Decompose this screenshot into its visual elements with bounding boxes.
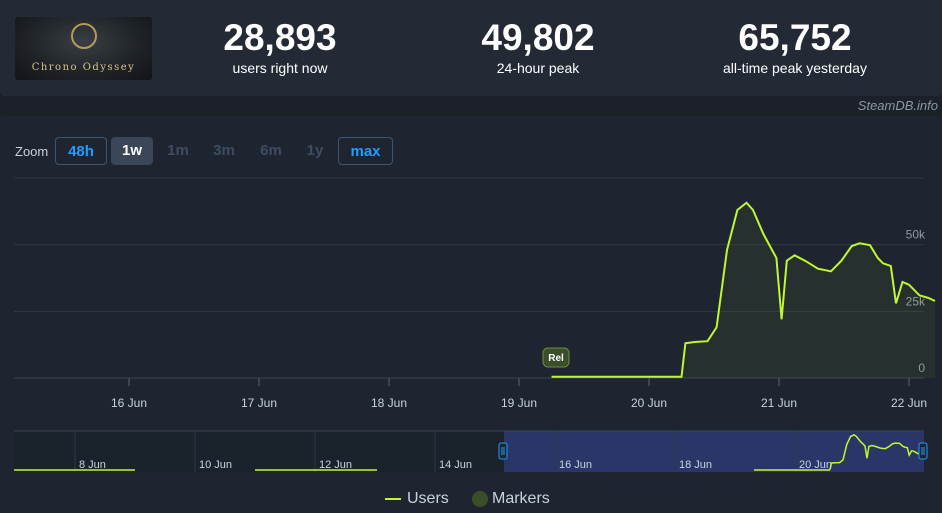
y-tick-label: 50k	[906, 228, 926, 242]
y-axis: 0 25k 50k	[906, 228, 926, 375]
legend-users-line-icon	[385, 497, 401, 500]
marker-badge	[542, 347, 570, 368]
zoom-48h-button[interactable]: 48h	[55, 137, 107, 165]
x-tick-label: 22 Jun	[891, 396, 927, 410]
stat-current-users: 28,893 users right now	[175, 17, 385, 77]
stat-value: 65,752	[738, 17, 852, 58]
stat-24h-peak: 49,802 24-hour peak	[433, 17, 643, 77]
x-tick-label: 18 Jun	[371, 396, 407, 410]
game-logo[interactable]: Chrono Odyssey	[15, 17, 152, 80]
marker-label: Rel	[548, 353, 564, 364]
steamdb-credit-link[interactable]: SteamDB.info	[857, 98, 938, 113]
navigator-tick-label: 20 Jun	[799, 459, 832, 471]
x-tick-label: 20 Jun	[631, 396, 667, 410]
zoom-3m-button[interactable]: 3m	[213, 142, 235, 159]
zoom-max-button[interactable]: max	[338, 137, 393, 165]
stat-label: users right now	[232, 60, 328, 76]
stat-all-time-peak: 65,752 all-time peak yesterday	[690, 17, 900, 77]
stat-value: 28,893	[223, 17, 337, 58]
logo-text: Chrono Odyssey	[31, 62, 136, 73]
zoom-1y-button[interactable]: 1y	[306, 142, 324, 159]
zoom-label: Zoom	[15, 144, 49, 159]
zoom-6m-button[interactable]: 6m	[260, 142, 282, 159]
navigator-tick-label: 14 Jun	[439, 459, 472, 471]
navigator-tick-label: 18 Jun	[679, 459, 712, 471]
zoom-1w-button[interactable]: 1w	[111, 137, 153, 165]
x-tick-label: 16 Jun	[111, 396, 147, 410]
x-axis: 16 Jun 17 Jun 18 Jun 19 Jun 20 Jun 21 Jun 22 J…	[111, 378, 927, 410]
legend-markers-dot-icon	[472, 490, 488, 507]
users-line	[551, 201, 936, 378]
stat-label: all-time peak yesterday	[723, 60, 867, 76]
navigator-tick-label: 10 Jun	[199, 459, 232, 471]
navigator-handle	[918, 442, 928, 460]
stat-label: 24-hour peak	[496, 60, 580, 76]
navigator: 8 Jun 10 Jun 12 Jun 14 Jun 16 Jun 18 Jun 20 Ju…	[14, 430, 928, 472]
y-tick-label: 25k	[906, 294, 926, 308]
release-marker: Rel	[542, 347, 570, 368]
x-tick-label: 17 Jun	[241, 396, 277, 410]
navigator-tick-label: 12 Jun	[319, 459, 352, 471]
navigator-series-line	[829, 434, 924, 470]
chart-grid	[14, 177, 924, 379]
x-tick-label: 19 Jun	[501, 396, 537, 410]
stats-panel: Chrono Odyssey 28,893 users right now 49…	[0, 0, 942, 96]
legend-users[interactable]: Users	[385, 490, 449, 508]
navigator-selection	[504, 431, 924, 472]
x-tick-label: 21 Jun	[761, 396, 797, 410]
legend-markers-label: Markers	[492, 490, 550, 507]
users-area	[551, 202, 935, 378]
legend-markers[interactable]: Markers	[472, 490, 550, 508]
navigator-tick-label: 16 Jun	[559, 459, 592, 471]
logo-emblem-icon	[71, 23, 97, 49]
legend-users-label: Users	[407, 490, 449, 507]
y-tick-label: 0	[918, 361, 925, 375]
stat-value: 49,802	[481, 17, 595, 58]
zoom-1m-button[interactable]: 1m	[167, 142, 189, 159]
chart-markers: Rel	[542, 347, 570, 368]
navigator-tick-label: 8 Jun	[79, 459, 106, 471]
navigator-handle	[498, 442, 508, 460]
